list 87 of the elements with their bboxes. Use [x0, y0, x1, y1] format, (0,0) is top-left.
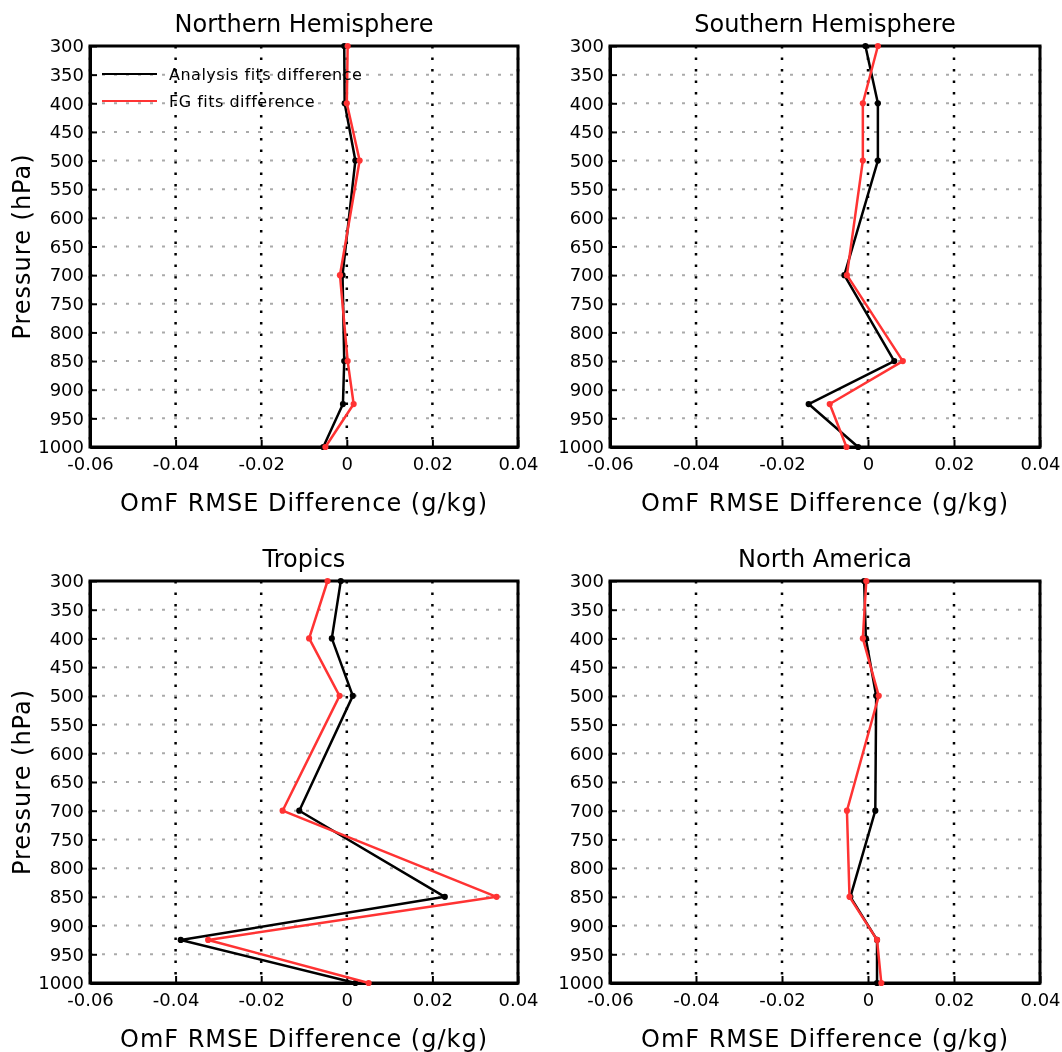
- y-tick-label: 450: [569, 121, 604, 143]
- x-tick-label: 0.04: [1020, 452, 1061, 474]
- y-tick-label: 550: [49, 713, 84, 735]
- y-tick-label: 900: [569, 914, 604, 936]
- y-tick-label: 550: [569, 713, 604, 735]
- y-tick-label: 850: [569, 350, 604, 372]
- x-tick-label: 0.04: [1020, 988, 1061, 1010]
- y-tick-label: 800: [569, 321, 604, 343]
- y-tick-label: 300: [49, 35, 84, 57]
- y-tick-label: 800: [569, 857, 604, 879]
- x-tick-label: -0.04: [673, 988, 720, 1010]
- y-tick-label: 750: [569, 293, 604, 315]
- y-tick-label: 750: [569, 828, 604, 850]
- x-tick-label: 0: [341, 452, 354, 474]
- x-axis-title: OmF RMSE Difference (g/kg): [640, 1025, 1010, 1052]
- chart-title: Southern Hemisphere: [694, 10, 956, 38]
- y-tick-label: 900: [49, 914, 84, 936]
- y-tick-label: 400: [569, 92, 604, 114]
- x-axis-title: OmF RMSE Difference (g/kg): [119, 1025, 489, 1052]
- y-tick-label: 850: [49, 886, 84, 908]
- y-axis-title: Pressure (hPa): [8, 688, 36, 876]
- y-tick-label: 450: [569, 656, 604, 678]
- x-tick-label: 0.02: [934, 452, 975, 474]
- y-tick-label: 700: [49, 799, 84, 821]
- y-tick-label: 350: [569, 598, 604, 620]
- y-tick-label: 700: [49, 264, 84, 286]
- y-axis-title: Pressure (hPa): [8, 153, 36, 340]
- y-tick-label: 450: [49, 121, 84, 143]
- y-tick-label: 350: [49, 63, 84, 85]
- x-tick-label: 0.04: [498, 988, 539, 1010]
- y-tick-label: 650: [569, 771, 604, 793]
- y-tick-label: 800: [49, 321, 84, 343]
- y-tick-label: 900: [569, 378, 604, 400]
- x-tick-label: -0.02: [759, 452, 806, 474]
- y-tick-label: 500: [569, 685, 604, 707]
- x-tick-label: 0.02: [412, 452, 453, 474]
- x-tick-label: -0.02: [238, 988, 285, 1010]
- x-tick-label: 0: [341, 988, 354, 1010]
- y-tick-label: 400: [569, 627, 604, 649]
- x-axis-title: OmF RMSE Difference (g/kg): [119, 489, 489, 517]
- chart-title: North America: [738, 545, 912, 573]
- y-tick-label: 400: [49, 627, 84, 649]
- y-tick-label: 650: [569, 235, 604, 257]
- y-tick-label: 850: [49, 350, 84, 372]
- y-tick-label: 950: [49, 943, 84, 965]
- y-tick-label: 600: [569, 207, 604, 229]
- y-tick-label: 350: [49, 598, 84, 620]
- y-tick-label: 550: [569, 178, 604, 200]
- x-tick-label: 0: [862, 452, 875, 474]
- y-tick-label: 450: [49, 656, 84, 678]
- x-tick-label: -0.02: [759, 988, 806, 1010]
- y-tick-label: 550: [49, 178, 84, 200]
- y-tick-label: 950: [569, 407, 604, 429]
- x-tick-label: -0.04: [673, 452, 720, 474]
- x-tick-label: 0.02: [412, 988, 453, 1010]
- x-tick-label: 0: [862, 988, 875, 1010]
- y-tick-label: 850: [569, 886, 604, 908]
- y-tick-label: 600: [49, 742, 84, 764]
- y-tick-label: 950: [569, 943, 604, 965]
- y-tick-label: 300: [569, 570, 604, 592]
- y-tick-label: 900: [49, 378, 84, 400]
- chart-title: Tropics: [261, 545, 346, 573]
- y-tick-label: 750: [49, 293, 84, 315]
- y-tick-label: 350: [569, 63, 604, 85]
- chart-title: Northern Hemisphere: [174, 10, 434, 38]
- x-tick-label: -0.04: [152, 452, 200, 474]
- y-tick-label: 600: [49, 207, 84, 229]
- y-tick-label: 800: [49, 857, 84, 879]
- x-axis-title: OmF RMSE Difference (g/kg): [640, 489, 1010, 517]
- y-tick-label: 700: [569, 799, 604, 821]
- y-tick-label: 300: [49, 570, 84, 592]
- y-tick-label: 500: [569, 149, 604, 171]
- y-tick-label: 300: [569, 35, 604, 57]
- y-tick-label: 500: [49, 149, 84, 171]
- y-tick-label: 600: [569, 742, 604, 764]
- y-tick-label: 750: [49, 828, 84, 850]
- y-tick-label: 950: [49, 407, 84, 429]
- x-tick-label: -0.04: [152, 988, 200, 1010]
- y-tick-label: 500: [49, 685, 84, 707]
- y-tick-label: 700: [569, 264, 604, 286]
- y-tick-label: 650: [49, 771, 84, 793]
- legend-label: FG fits difference: [169, 92, 316, 111]
- x-tick-label: 0.04: [498, 452, 539, 474]
- y-tick-label: 400: [49, 92, 84, 114]
- y-tick-label: 650: [49, 235, 84, 257]
- x-tick-label: 0.02: [934, 988, 975, 1010]
- x-tick-label: -0.02: [238, 452, 285, 474]
